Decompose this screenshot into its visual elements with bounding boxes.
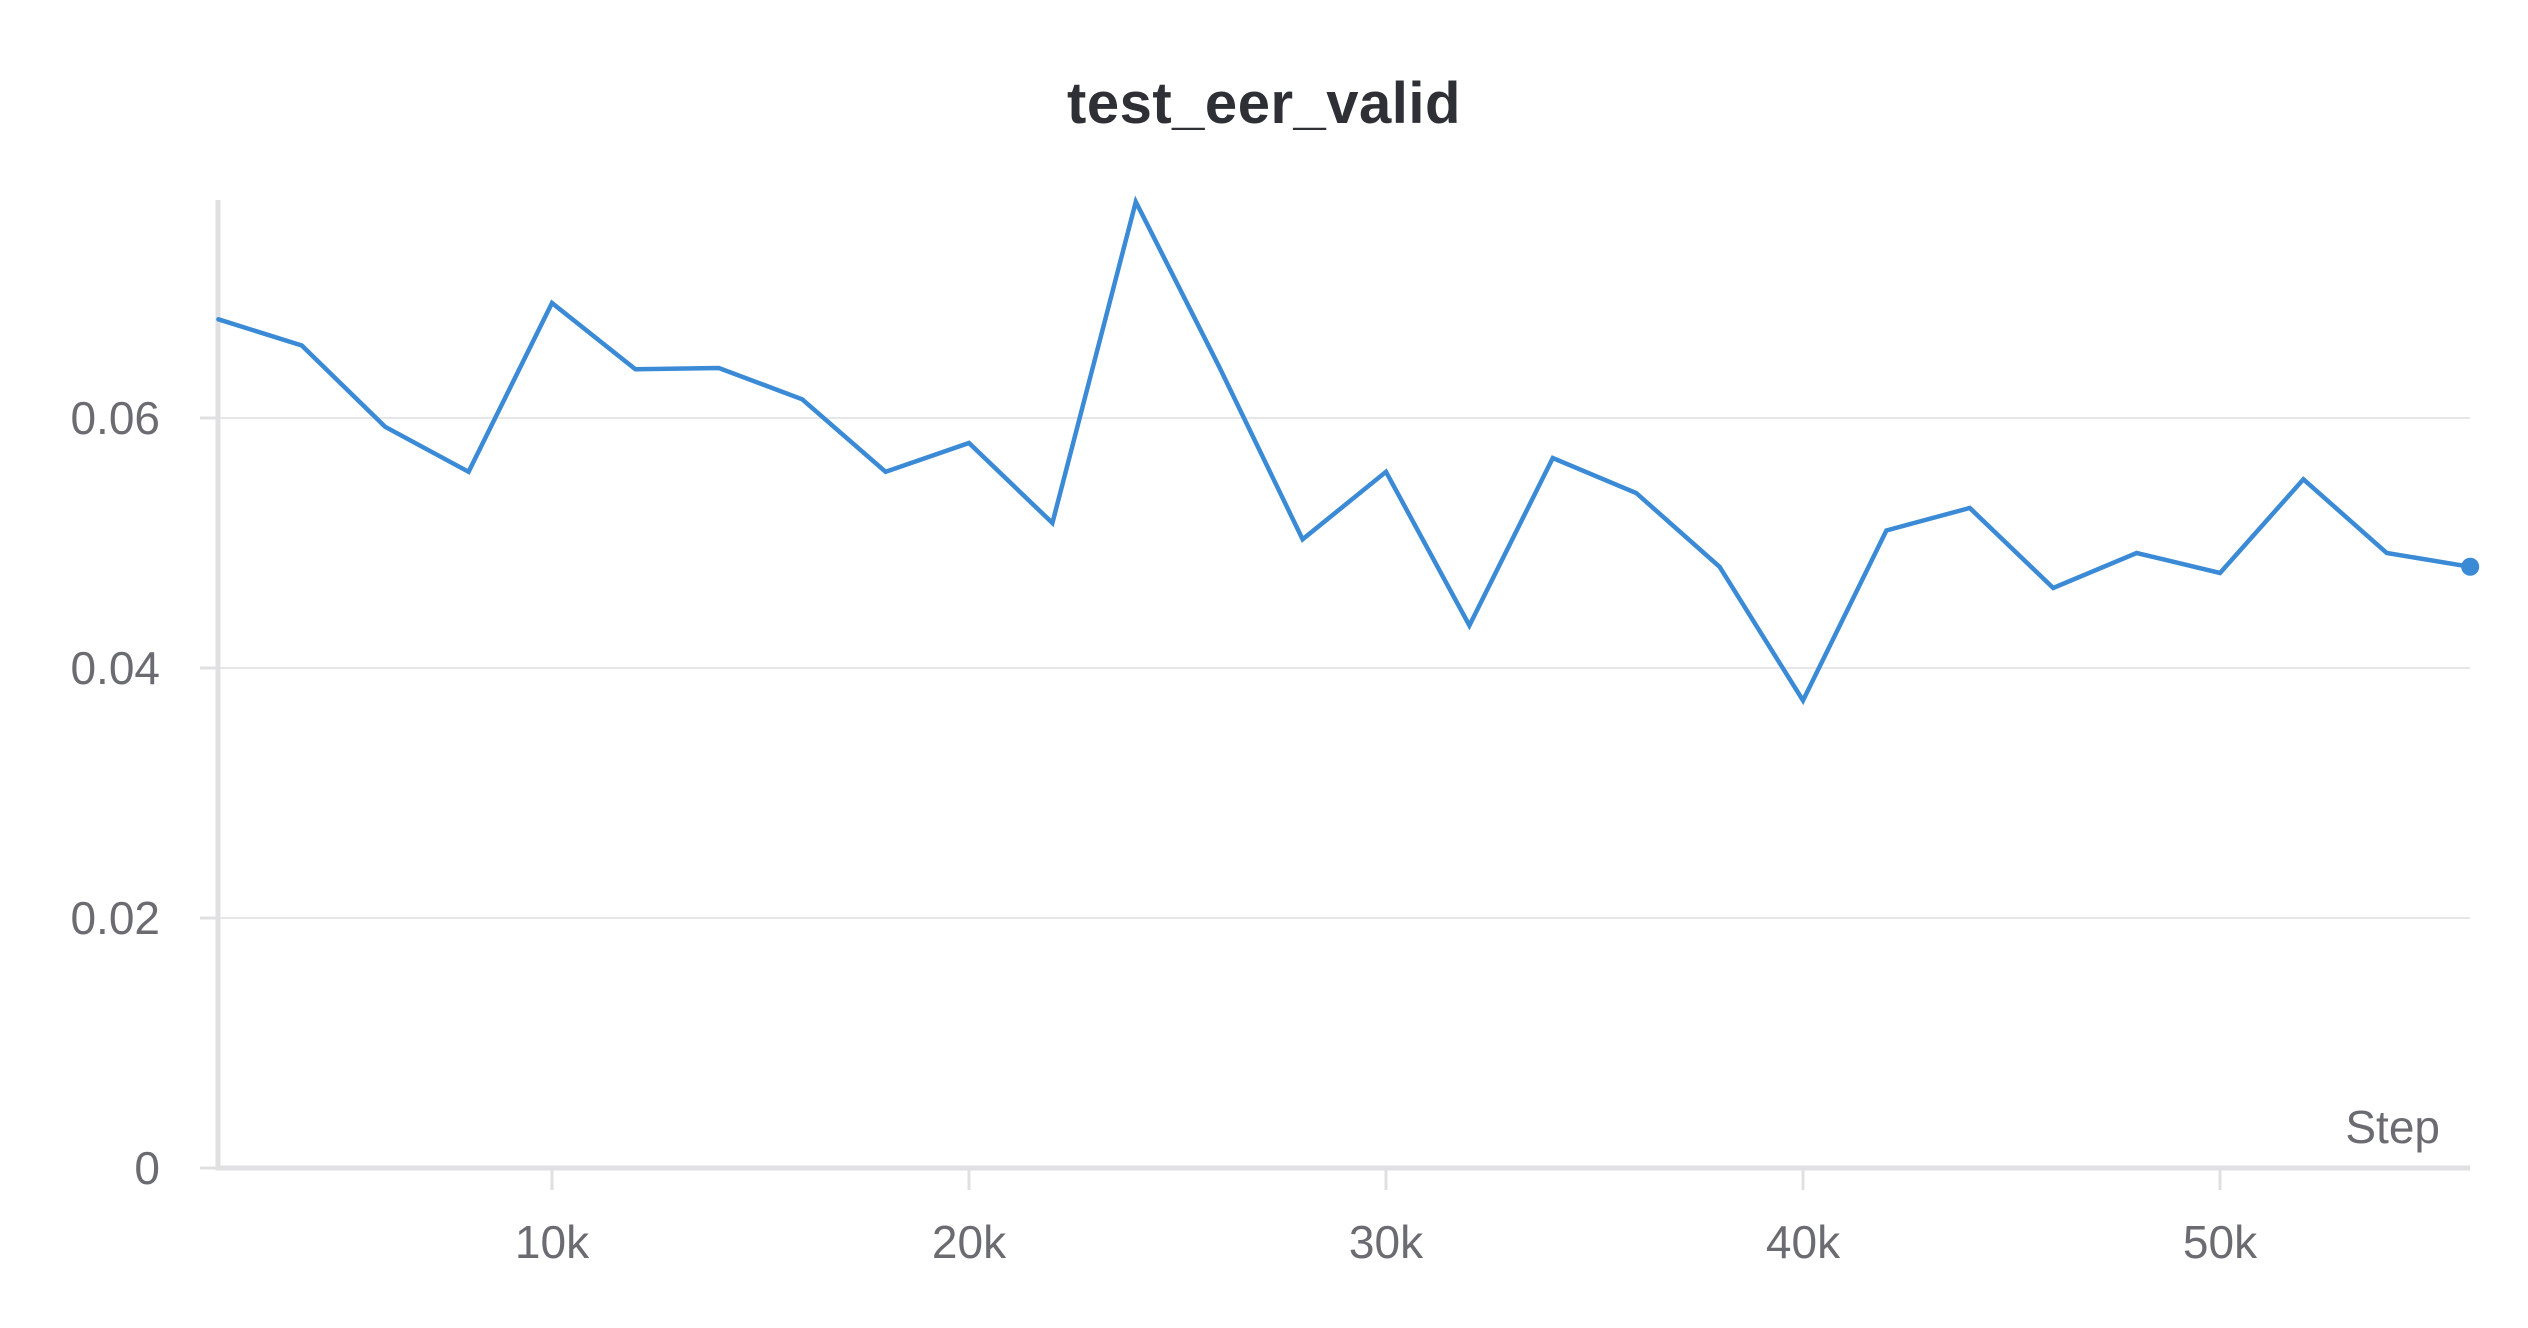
- x-tick-label: 20k: [932, 1216, 1007, 1268]
- grid-lines: [218, 417, 2470, 919]
- data-point: [2049, 584, 2057, 592]
- x-tick-label: 50k: [2183, 1216, 2258, 1268]
- data-point: [1966, 504, 1974, 512]
- x-tick-label: 30k: [1349, 1216, 1424, 1268]
- data-point: [715, 364, 723, 372]
- data-point: [1132, 198, 1140, 206]
- data-point: [2383, 549, 2391, 557]
- data-point: [2133, 549, 2141, 557]
- data-point: [1632, 489, 1640, 497]
- data-point: [2216, 569, 2224, 577]
- data-point: [798, 395, 806, 403]
- data-point: [2299, 475, 2307, 483]
- data-point: [381, 423, 389, 431]
- data-point: [631, 365, 639, 373]
- y-tick-label: 0.02: [70, 892, 160, 944]
- data-point: [1882, 527, 1890, 535]
- data-point: [965, 439, 973, 447]
- series-layer: [214, 195, 2480, 706]
- data-point: [882, 468, 890, 476]
- x-tick-label: 10k: [515, 1216, 590, 1268]
- data-point: [214, 315, 222, 323]
- data-point: [1716, 563, 1724, 571]
- data-point: [1215, 363, 1223, 371]
- tick-labels: 0 0.02 0.04 0.06 10k 20k 30k 40k 50k: [70, 392, 2258, 1268]
- chart-title: test_eer_valid: [1067, 71, 1461, 136]
- data-point: [1465, 622, 1473, 630]
- x-tick-label: 40k: [1766, 1216, 1841, 1268]
- axes: [200, 200, 2470, 1190]
- data-point: [1048, 519, 1056, 527]
- data-point: [1382, 468, 1390, 476]
- series-line: [216, 195, 2473, 706]
- y-tick-label: 0: [134, 1142, 160, 1194]
- data-point: [298, 342, 306, 350]
- data-point: [465, 468, 473, 476]
- data-point: [1549, 454, 1557, 462]
- data-point: [548, 299, 556, 307]
- y-tick-label: 0.06: [70, 392, 160, 444]
- x-axis-label: Step: [2345, 1101, 2440, 1153]
- data-point: [1799, 697, 1807, 705]
- y-tick-label: 0.04: [70, 642, 160, 694]
- data-point: [1299, 535, 1307, 543]
- series-endpoint-marker: [2461, 557, 2480, 576]
